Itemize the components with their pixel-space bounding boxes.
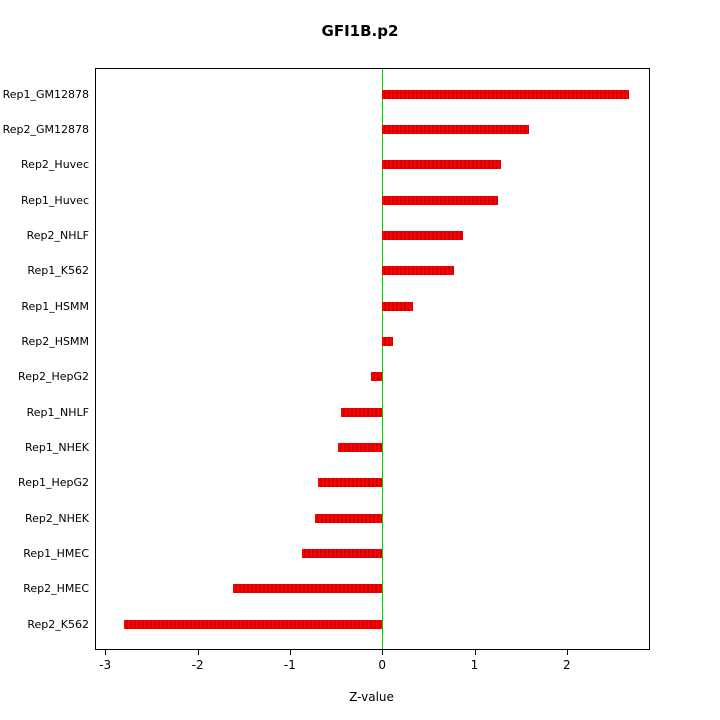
category-label: Rep2_HSMM xyxy=(21,334,89,348)
bar xyxy=(123,619,383,629)
category-label: Rep1_GM12878 xyxy=(2,87,89,101)
chart-title: GFI1B.p2 xyxy=(321,22,399,40)
category-label: Rep1_NHEK xyxy=(24,440,89,454)
x-tick-label: 2 xyxy=(562,658,571,672)
bar xyxy=(337,442,383,452)
category-label: Rep2_Huvec xyxy=(21,158,89,172)
category-label: Rep1_K562 xyxy=(27,264,89,278)
bar xyxy=(382,230,464,240)
bar xyxy=(382,301,413,311)
x-axis-label: Z-value xyxy=(349,690,394,704)
bar xyxy=(301,548,383,558)
bar xyxy=(340,407,383,417)
x-tick-mark xyxy=(197,649,199,655)
x-tick-mark xyxy=(474,649,476,655)
x-tick-mark xyxy=(105,649,107,655)
bar xyxy=(382,195,499,205)
x-tick-label: -1 xyxy=(283,658,296,672)
category-label: Rep1_Huvec xyxy=(21,193,89,207)
bar xyxy=(314,513,383,523)
category-label: Rep2_K562 xyxy=(27,617,89,631)
bar xyxy=(232,584,383,594)
category-label: Rep2_HMEC xyxy=(23,582,89,596)
x-tick-label: -3 xyxy=(99,658,112,672)
bar xyxy=(382,266,455,276)
category-label: Rep2_NHEK xyxy=(24,511,89,525)
category-label: Rep1_HSMM xyxy=(21,299,89,313)
bar xyxy=(382,89,629,99)
bar xyxy=(382,160,502,170)
plot-area: Rep1_GM12878 Rep2_GM12878 Rep2_Huvec Rep1_H… xyxy=(3,68,650,672)
x-tick-mark xyxy=(382,649,384,655)
x-tick-label: 1 xyxy=(470,658,479,672)
category-label: Rep2_HepG2 xyxy=(18,370,89,384)
bar xyxy=(317,478,383,488)
x-tick-label: 0 xyxy=(378,658,387,672)
zero-line xyxy=(382,69,384,649)
x-tick-mark xyxy=(566,649,568,655)
category-label: Rep2_NHLF xyxy=(26,228,89,242)
x-tick-mark xyxy=(289,649,291,655)
bar xyxy=(371,372,383,382)
bar xyxy=(382,124,529,134)
category-label: Rep1_HepG2 xyxy=(18,476,89,490)
category-label: Rep1_HMEC xyxy=(23,546,89,560)
x-tick-label: -2 xyxy=(191,658,204,672)
category-label: Rep1_NHLF xyxy=(26,405,89,419)
bar xyxy=(382,336,394,346)
category-label: Rep2_GM12878 xyxy=(2,122,89,136)
